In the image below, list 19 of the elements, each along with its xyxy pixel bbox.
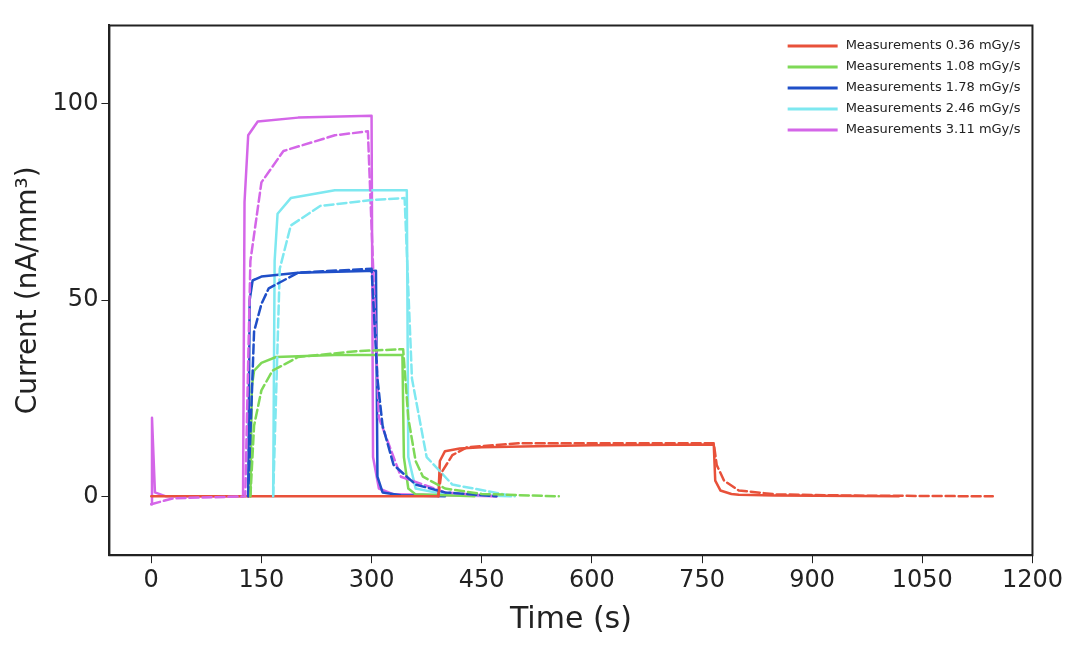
legend-label: Measurements 2.46 mGy/s — [845, 100, 1021, 116]
y-axis-title: Current (nA/mm³) — [10, 166, 44, 415]
x-tick-label: 1050 — [891, 564, 953, 593]
x-tick-label: 300 — [348, 564, 395, 593]
legend-label: Measurements 0.36 mGy/s — [845, 37, 1021, 53]
y-tick-label: 100 — [52, 88, 99, 117]
x-tick-label: 0 — [143, 564, 159, 593]
y-tick-label: 50 — [67, 284, 99, 313]
x-tick-label: 600 — [568, 564, 615, 593]
x-tick-label: 750 — [679, 564, 725, 593]
x-axis-title: Time (s) — [508, 599, 632, 635]
legend-label: Measurements 1.78 mGy/s — [845, 79, 1021, 95]
x-tick-label: 1200 — [1001, 564, 1063, 593]
x-tick-label: 900 — [789, 564, 836, 593]
legend-label: Measurements 1.08 mGy/s — [845, 58, 1021, 74]
x-tick-label: 150 — [238, 564, 285, 593]
legend-label: Measurements 3.11 mGy/s — [845, 121, 1021, 137]
y-tick-label: 0 — [83, 480, 99, 509]
x-tick-label: 450 — [458, 564, 505, 593]
